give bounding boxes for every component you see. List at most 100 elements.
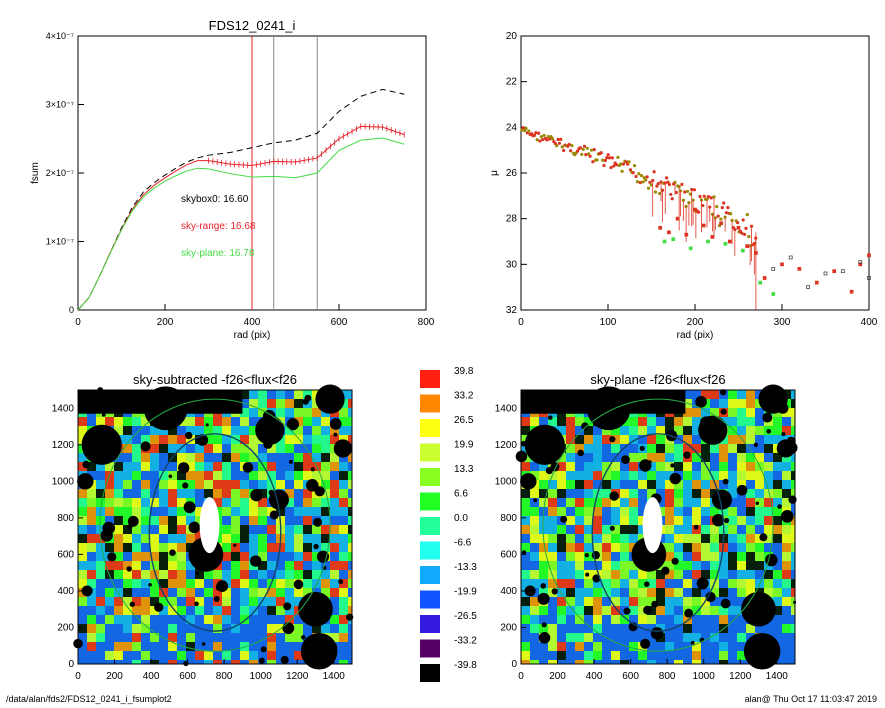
image1-pixel <box>267 642 276 651</box>
image2-pixel <box>602 570 611 579</box>
image2-pixel <box>539 516 548 525</box>
image1-pixel <box>321 480 330 489</box>
image1-pixel <box>321 588 330 597</box>
image2-pixel <box>602 534 611 543</box>
image2-pixel <box>584 435 593 444</box>
image1-pixel <box>267 615 276 624</box>
image1-pixel <box>168 543 177 552</box>
plot2-trend-point <box>729 212 733 216</box>
image1-pixel <box>186 570 195 579</box>
image2-ytick-label: 400 <box>500 586 517 597</box>
image1-pixel <box>321 417 330 426</box>
image1-pixel <box>294 426 303 435</box>
image1-pixel <box>348 435 352 444</box>
image2-pixel <box>746 408 755 417</box>
image1-pixel <box>204 633 213 642</box>
image1-pixel <box>150 498 159 507</box>
image2-pixel <box>692 660 701 664</box>
image2-pixel <box>737 462 746 471</box>
image2-pixel <box>602 615 611 624</box>
image1-pixel <box>96 417 105 426</box>
image2-pixel <box>755 489 764 498</box>
image2-pixel <box>791 516 795 525</box>
plot2-trend-point <box>559 137 563 141</box>
image1-mask-blob <box>333 439 352 458</box>
plot2-trend-point <box>527 129 531 133</box>
image2-pixel <box>710 444 719 453</box>
image2-pixel <box>539 489 548 498</box>
image2-pixel <box>683 480 692 489</box>
image1-pixel <box>330 579 339 588</box>
image2-pixel <box>782 561 791 570</box>
image2-pixel <box>737 552 746 561</box>
image1-mask-blob <box>250 555 262 567</box>
image2-pixel <box>557 417 566 426</box>
image1-pixel <box>267 633 276 642</box>
image2-pixel <box>629 570 638 579</box>
image1-mask-blob <box>148 582 152 587</box>
image2-pixel <box>530 525 539 534</box>
image1-pixel <box>321 489 330 498</box>
plot2-trend-point <box>595 158 599 162</box>
image2-pixel <box>746 570 755 579</box>
image1-pixel <box>249 408 258 417</box>
plot1-ytick-label: 4×10⁻⁷ <box>46 31 74 41</box>
image2-pixel <box>566 552 575 561</box>
image1-pixel <box>222 489 231 498</box>
image2-pixel <box>530 507 539 516</box>
image2-pixel <box>773 552 782 561</box>
image1-pixel <box>213 462 222 471</box>
image1-pixel <box>258 525 267 534</box>
image1-pixel <box>114 417 123 426</box>
image1-pixel <box>78 597 87 606</box>
image1-pixel <box>285 498 294 507</box>
image2-pixel <box>629 471 638 480</box>
image1-pixel <box>177 651 186 660</box>
image2-pixel <box>710 552 719 561</box>
image1-pixel <box>132 489 141 498</box>
image1-pixel <box>330 660 339 664</box>
image1-pixel <box>78 516 87 525</box>
image1-pixel <box>186 624 195 633</box>
image2-pixel <box>737 615 746 624</box>
image1-pixel <box>213 651 222 660</box>
image1-mask-blob <box>127 515 139 527</box>
image1-pixel <box>132 570 141 579</box>
image2-pixel <box>548 597 557 606</box>
plot2-trend-point <box>736 221 740 225</box>
image2-pixel <box>719 633 728 642</box>
image1-mask-top <box>78 390 243 414</box>
plot2-trend-point <box>614 163 619 167</box>
image1-pixel <box>186 642 195 651</box>
plot2-trend-point <box>706 195 710 199</box>
image2-pixel <box>710 624 719 633</box>
image1-pixel <box>186 534 195 543</box>
image2-pixel <box>701 624 710 633</box>
plot2-trend-point <box>567 142 571 147</box>
image2-pixel <box>737 633 746 642</box>
plot2-trend-point <box>641 180 645 184</box>
image2-mask-blob <box>670 463 675 468</box>
image1-pixel <box>303 525 312 534</box>
image1-pixel <box>168 633 177 642</box>
image1-pixel <box>195 417 204 426</box>
image1-mask-blob <box>194 601 199 607</box>
image2-pixel <box>728 390 737 399</box>
image2-pixel <box>755 552 764 561</box>
image2-pixel <box>629 435 638 444</box>
plot2-trend-point <box>665 176 669 180</box>
image2-pixel <box>755 534 764 543</box>
image2-pixel <box>791 660 795 664</box>
image1-pixel <box>114 660 123 664</box>
image1-pixel <box>339 471 348 480</box>
image2-pixel <box>701 651 710 660</box>
image2-pixel <box>638 579 647 588</box>
image1-pixel <box>78 615 87 624</box>
image1-pixel <box>96 561 105 570</box>
image1-pixel <box>177 525 186 534</box>
image2-pixel <box>737 435 746 444</box>
image2-pixel <box>593 525 602 534</box>
image1-pixel <box>285 552 294 561</box>
plot2-trend-point <box>556 137 560 142</box>
image1-pixel <box>285 471 294 480</box>
